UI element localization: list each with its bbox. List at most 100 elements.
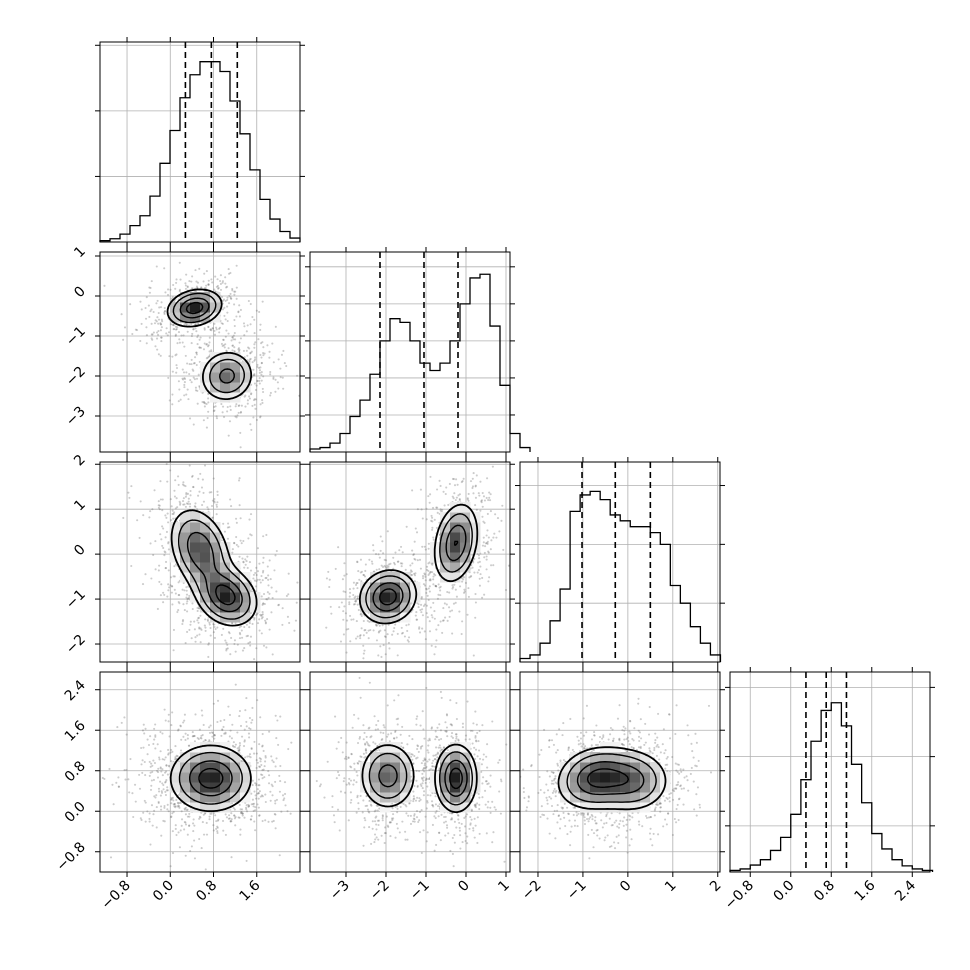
sample-point	[163, 806, 166, 809]
sample-point	[138, 787, 142, 790]
sample-point	[190, 381, 193, 384]
sample-point	[179, 829, 182, 832]
sample-point	[229, 653, 232, 656]
sample-point	[140, 746, 143, 750]
sample-point	[204, 739, 207, 742]
sample-point	[282, 387, 285, 390]
sample-point	[466, 498, 469, 501]
sample-point	[150, 308, 153, 311]
density-cell	[210, 552, 221, 563]
sample-point	[209, 812, 212, 815]
density-cell	[460, 552, 471, 563]
sample-point	[234, 415, 237, 418]
sample-point	[365, 631, 368, 634]
sample-point	[224, 639, 227, 642]
sample-point	[500, 519, 503, 522]
sample-point	[198, 626, 201, 629]
sample-point	[469, 453, 471, 455]
sample-point	[235, 286, 238, 289]
sample-point	[159, 498, 162, 501]
x-axis-0-tick-label: 0.0	[150, 878, 177, 905]
density-cell	[380, 572, 391, 583]
sample-point	[226, 410, 229, 413]
sample-point	[458, 499, 461, 502]
sample-point	[348, 588, 352, 591]
sample-point	[478, 560, 481, 563]
sample-point	[173, 511, 176, 514]
density-cell	[230, 372, 241, 383]
sample-point	[200, 847, 203, 850]
sample-point	[174, 806, 177, 809]
sample-point	[173, 803, 176, 806]
sample-point	[372, 629, 375, 632]
sample-point	[174, 592, 177, 595]
sample-point	[192, 328, 195, 331]
sample-point	[265, 576, 268, 579]
sample-point	[223, 306, 226, 309]
sample-point	[199, 336, 202, 339]
sample-point	[430, 514, 433, 517]
sample-point	[252, 577, 255, 580]
density-cell	[230, 572, 241, 583]
scatter-panel-1-2	[305, 453, 515, 667]
sample-point	[421, 545, 424, 548]
sample-point	[190, 335, 193, 338]
sample-point	[258, 784, 261, 787]
sample-point	[177, 483, 180, 486]
density-cell	[170, 302, 181, 313]
sample-point	[264, 793, 267, 796]
sample-point	[211, 516, 214, 519]
density-cell	[380, 592, 391, 603]
sample-point	[281, 376, 284, 379]
sample-point	[161, 758, 164, 761]
sample-point	[182, 603, 185, 606]
sample-point	[169, 816, 173, 819]
y-axis-2-tick-label: 1	[71, 497, 89, 515]
sample-point	[235, 535, 238, 539]
sample-point	[425, 588, 428, 591]
sample-point	[260, 595, 263, 598]
sample-point	[293, 629, 296, 632]
sample-point	[254, 782, 257, 785]
sample-point	[254, 829, 257, 832]
sample-point	[203, 464, 207, 467]
sample-point	[463, 576, 466, 579]
sample-point	[195, 353, 198, 356]
contour-line	[185, 301, 204, 315]
sample-point	[139, 300, 142, 303]
panel-frame	[309, 251, 511, 453]
density-cell	[210, 582, 221, 593]
sample-point	[208, 491, 211, 494]
sample-point	[230, 339, 233, 342]
sample-point	[192, 362, 195, 365]
sample-point	[439, 509, 442, 512]
sample-point	[149, 286, 152, 289]
sample-point	[117, 785, 120, 788]
sample-point	[243, 728, 246, 731]
sample-point	[264, 760, 267, 763]
density-cell	[370, 602, 381, 613]
sample-point	[364, 569, 367, 573]
sample-point	[352, 618, 355, 621]
density-cell	[210, 612, 221, 623]
sample-point	[209, 626, 212, 630]
sample-point	[174, 805, 177, 808]
sample-point	[144, 801, 147, 804]
sample-point	[294, 619, 298, 622]
sample-point	[156, 776, 160, 779]
sample-point	[213, 734, 216, 737]
sample-point	[415, 611, 418, 614]
sample-point	[226, 311, 229, 314]
sample-point	[139, 817, 142, 820]
sample-point	[256, 578, 259, 581]
sample-point	[149, 542, 152, 545]
sample-point	[427, 495, 430, 498]
sample-point	[138, 536, 141, 539]
contour-line	[379, 540, 459, 606]
sample-point	[468, 576, 471, 579]
sample-point	[197, 616, 200, 619]
density-cell	[230, 362, 241, 373]
sample-point	[155, 302, 158, 305]
sample-point	[424, 548, 427, 551]
sample-point	[161, 732, 164, 735]
